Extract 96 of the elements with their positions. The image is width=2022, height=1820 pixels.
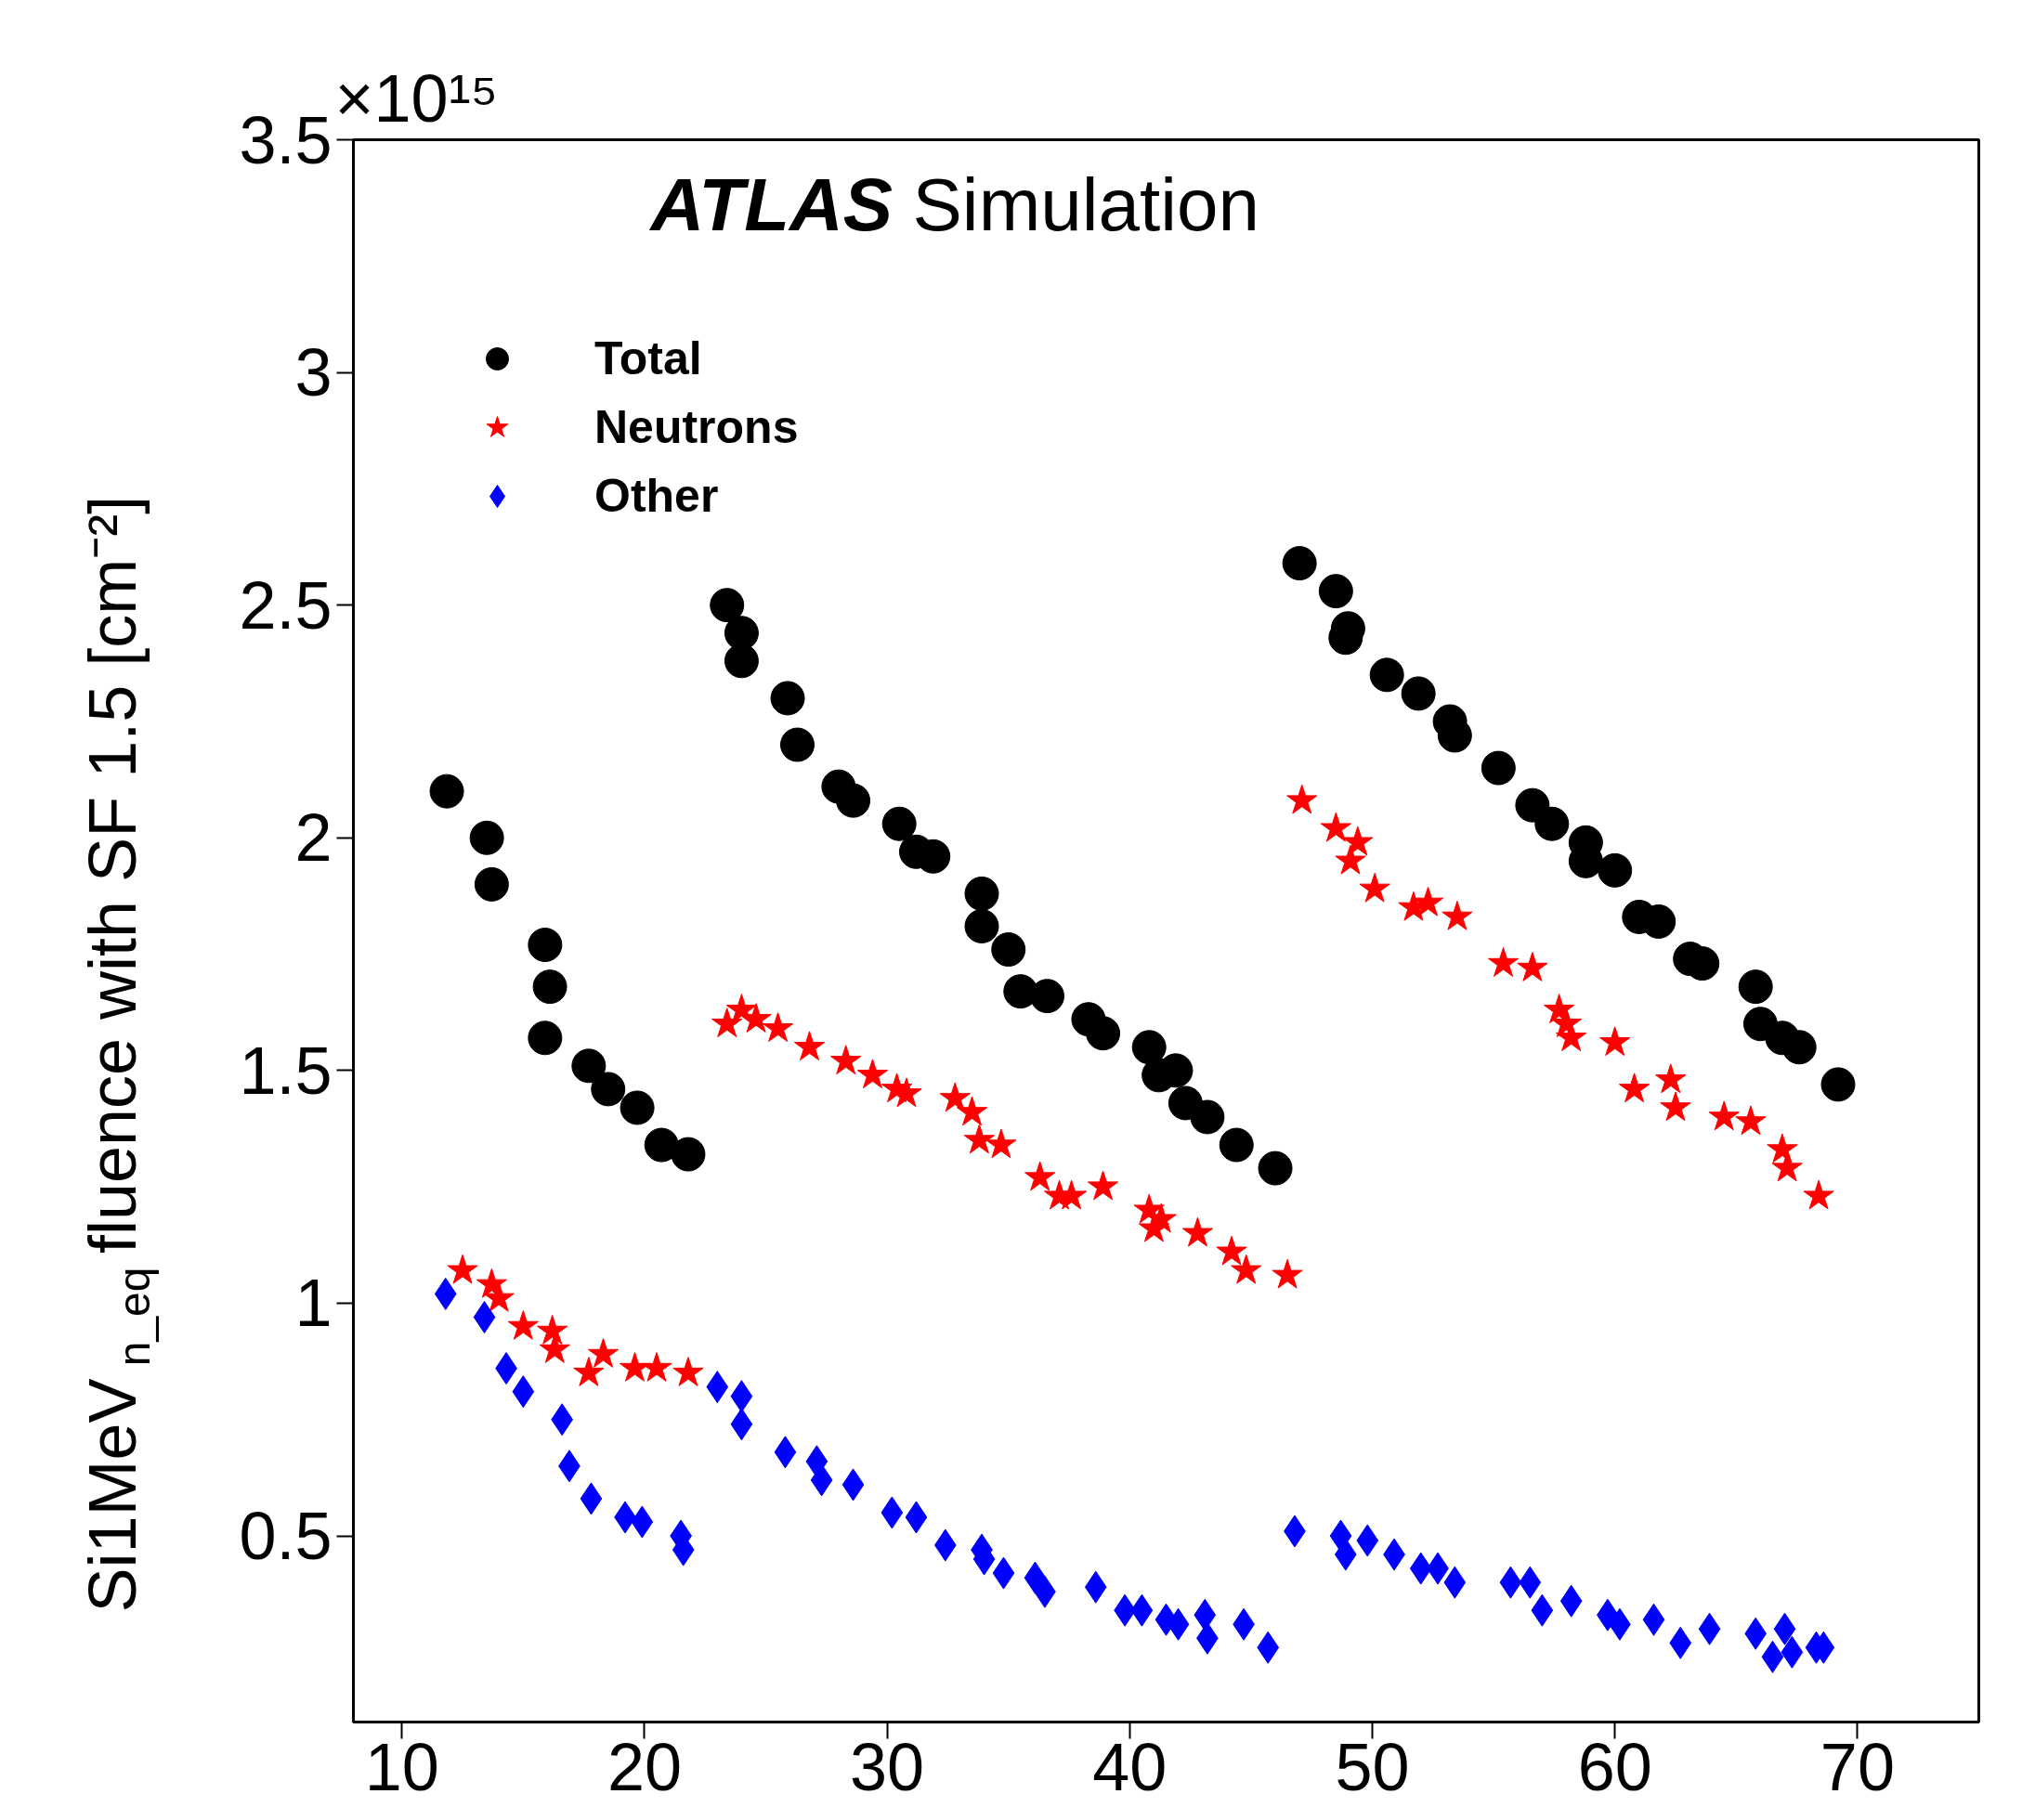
point	[710, 588, 745, 623]
y-tick-label: 3.5	[239, 102, 333, 177]
x-tick-label: 40	[1092, 1729, 1168, 1804]
point	[1318, 574, 1353, 609]
point	[964, 909, 999, 943]
x-tick-label: 30	[850, 1729, 925, 1804]
point	[1272, 1258, 1303, 1289]
point	[1282, 546, 1317, 581]
point	[1401, 676, 1436, 711]
point	[447, 1254, 478, 1284]
point	[1599, 1026, 1631, 1057]
point	[1286, 784, 1318, 814]
point	[532, 969, 567, 1005]
x-tick-label: 20	[607, 1729, 682, 1804]
point	[1258, 1150, 1293, 1186]
y-tick-label: 2.5	[239, 567, 333, 643]
y-tick-label: 1.5	[239, 1033, 333, 1108]
point	[881, 806, 917, 841]
point	[1660, 1091, 1691, 1122]
point	[1087, 1170, 1119, 1201]
point	[620, 1090, 655, 1125]
point	[469, 820, 504, 855]
point	[1190, 1099, 1225, 1135]
point	[1145, 1202, 1177, 1233]
point	[1219, 1127, 1254, 1163]
point	[1216, 1235, 1247, 1266]
point	[985, 1128, 1017, 1159]
point	[1517, 952, 1548, 982]
point	[1086, 1016, 1121, 1051]
text: ×10¹⁵	[334, 60, 499, 136]
point	[779, 727, 815, 762]
point	[671, 1137, 706, 1172]
point	[528, 1020, 563, 1056]
legend-label: Other	[594, 469, 719, 523]
y-tick-label: 3	[294, 335, 333, 410]
x-tick-label: 10	[364, 1729, 439, 1804]
point	[1342, 826, 1374, 856]
point	[1131, 1030, 1167, 1065]
point	[1781, 1030, 1817, 1065]
point	[762, 1012, 794, 1042]
point	[1735, 1105, 1767, 1136]
point	[474, 866, 509, 902]
annotation: ATLAS Simulation	[648, 162, 1260, 246]
legend-label: Total	[594, 332, 702, 385]
point	[1231, 1254, 1262, 1284]
point	[963, 1124, 996, 1154]
point	[1335, 844, 1366, 875]
x-tick-label: 70	[1820, 1729, 1895, 1804]
point	[836, 783, 871, 818]
point	[573, 1357, 605, 1386]
point	[1481, 750, 1516, 786]
point	[939, 1082, 971, 1112]
point	[507, 1310, 539, 1340]
point	[571, 1048, 607, 1084]
point	[429, 774, 464, 809]
legend-label: Neutrons	[594, 400, 799, 454]
point	[644, 1127, 679, 1163]
y-tick-label: 2	[294, 800, 333, 876]
point	[1487, 947, 1520, 977]
point	[964, 876, 999, 911]
point	[1534, 806, 1570, 841]
point	[1359, 872, 1390, 903]
point	[1024, 1161, 1056, 1191]
point	[1655, 1063, 1687, 1094]
point	[1369, 657, 1404, 693]
point	[1820, 1067, 1856, 1102]
point	[1441, 900, 1473, 930]
point	[587, 1338, 620, 1368]
point	[991, 932, 1026, 968]
point	[1618, 1072, 1650, 1103]
point	[793, 1031, 826, 1061]
point	[1030, 979, 1065, 1014]
y-axis-title: Si1MeVn_eq fluence with SF 1.5 [cm⁻²]	[74, 495, 159, 1613]
point	[856, 1059, 889, 1089]
x-tick-label: 50	[1335, 1729, 1410, 1804]
point	[1767, 1133, 1798, 1164]
point	[537, 1315, 568, 1345]
point	[591, 1072, 626, 1107]
point	[770, 681, 805, 716]
point	[1803, 1179, 1834, 1210]
point	[956, 1096, 988, 1126]
point	[641, 1352, 672, 1382]
point	[1320, 812, 1351, 842]
point	[830, 1045, 862, 1075]
y-tick-label: 1	[294, 1266, 333, 1341]
point	[1598, 852, 1633, 888]
point	[711, 1008, 743, 1037]
point	[483, 1281, 515, 1312]
y-tick-label: 0.5	[239, 1499, 333, 1574]
point	[528, 928, 563, 962]
point	[1738, 969, 1773, 1005]
point	[672, 1357, 704, 1386]
point	[724, 644, 759, 679]
point	[1708, 1100, 1740, 1131]
point	[1181, 1216, 1214, 1247]
x-tick-label: 60	[1577, 1729, 1652, 1804]
